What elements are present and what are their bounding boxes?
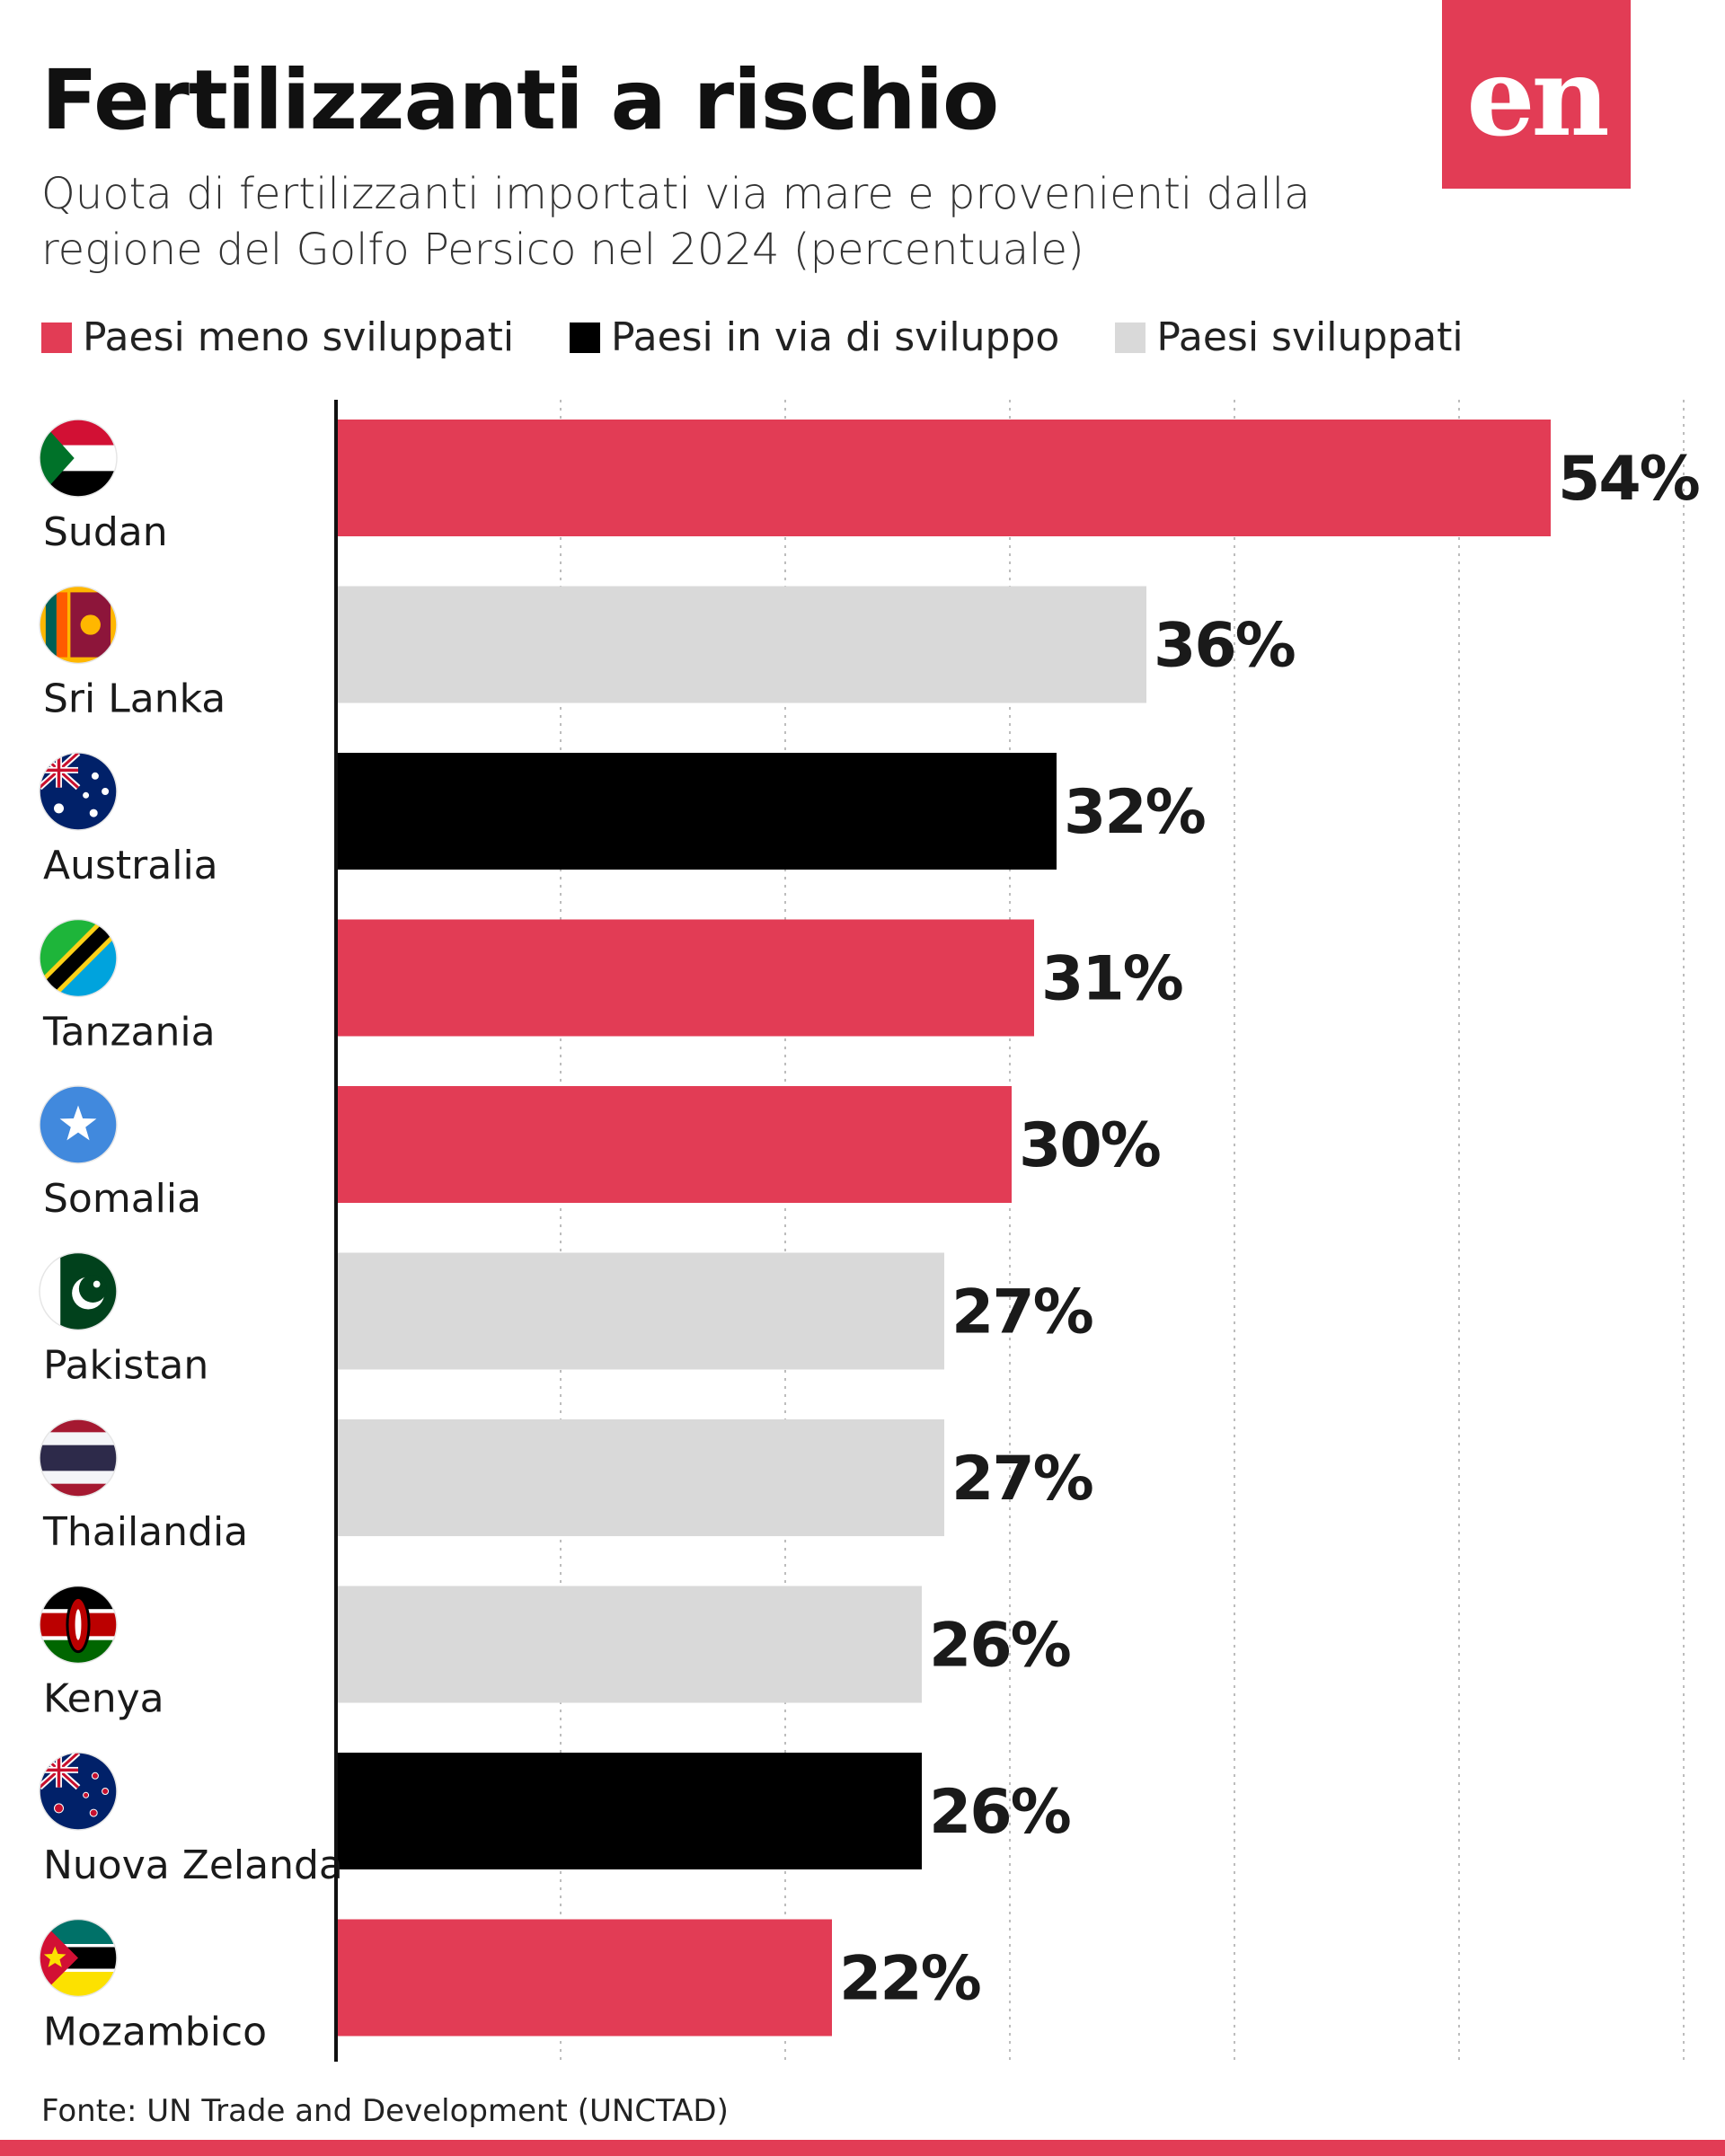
- bar-pakistan: [338, 1252, 944, 1370]
- flag-star: [102, 788, 110, 795]
- bar-nuova-zelanda: [338, 1753, 922, 1869]
- flag-crescent-cut: [78, 1275, 107, 1303]
- bar-sudan: [338, 420, 1551, 536]
- flag-outline: [39, 1752, 118, 1831]
- flag-outline: [39, 1418, 118, 1498]
- category-label: Thailandia: [42, 1509, 248, 1555]
- flag-star: [54, 803, 64, 814]
- flag-star: [59, 1105, 97, 1141]
- flag-star: [83, 791, 90, 799]
- flag-shape: [40, 1445, 117, 1471]
- flag-star: [91, 1772, 99, 1780]
- thailand-flag-icon: [39, 1418, 118, 1498]
- category-label: Pakistan: [43, 1343, 208, 1389]
- flag-body: [40, 1753, 117, 1830]
- flag-body: [40, 1419, 117, 1497]
- category-label: Sudan: [43, 509, 168, 555]
- legend-label-developing: Paesi in via di sviluppo: [611, 314, 1060, 360]
- flag-shield-mark: [75, 1609, 82, 1640]
- flag-shape: [40, 1968, 117, 1972]
- data-label: 26%: [929, 1777, 1070, 1848]
- bar-tanzania: [338, 919, 1034, 1037]
- category-label: Sri Lanka: [43, 676, 226, 722]
- category-label: Kenya: [43, 1676, 164, 1722]
- flag-star: [89, 1808, 98, 1817]
- flag-star: [83, 1791, 90, 1798]
- flag-body: [40, 753, 117, 830]
- bar-australia: [338, 753, 1057, 870]
- flag-shape: [56, 592, 67, 658]
- somalia-flag-icon: [39, 1085, 118, 1164]
- bar-somalia: [338, 1086, 1012, 1203]
- tanzania-flag-icon: [39, 918, 118, 998]
- sudan-flag-icon: [39, 419, 118, 498]
- flag-shape: [40, 768, 78, 773]
- chart-subtitle: Quota di fertilizzanti importati via mar…: [41, 169, 1311, 275]
- flag-shape: [40, 1768, 78, 1772]
- data-label: 54%: [1558, 444, 1699, 515]
- flag-star: [102, 1788, 110, 1795]
- sri-lanka-flag-icon: [39, 585, 118, 665]
- flag-outline: [39, 1585, 118, 1665]
- data-label: 32%: [1064, 777, 1205, 848]
- kenya-flag-icon: [39, 1585, 118, 1665]
- flag-outline: [39, 419, 118, 498]
- data-label: 22%: [839, 1944, 980, 2015]
- flag-outline: [39, 1918, 118, 1998]
- flag-star: [91, 772, 99, 780]
- bar-thailandia: [338, 1419, 944, 1536]
- flag-outline: [39, 1085, 118, 1164]
- flag-star: [54, 1803, 64, 1814]
- flag-stripe: [40, 919, 117, 997]
- legend-item-developed: Paesi sviluppati: [1115, 314, 1464, 360]
- logo-text: en: [1466, 34, 1610, 161]
- legend-swatch-developed: [1115, 322, 1146, 353]
- data-label: 30%: [1019, 1110, 1160, 1181]
- category-label: Nuova Zelanda: [43, 1842, 343, 1888]
- euronews-logo[interactable]: en: [1442, 0, 1631, 189]
- legend-label-least-developed: Paesi meno sviluppati: [83, 314, 515, 360]
- legend-swatch-developing: [570, 322, 601, 353]
- source-note: Fonte: UN Trade and Development (UNCTAD): [41, 2093, 729, 2129]
- category-label: Australia: [43, 843, 218, 888]
- flag-body: [40, 1586, 117, 1664]
- data-label: 27%: [951, 1277, 1092, 1348]
- mozambique-flag-icon: [39, 1918, 118, 1998]
- flag-star: [93, 1280, 101, 1288]
- flag-body: [40, 919, 117, 997]
- flag-star: [43, 1946, 66, 1967]
- category-label: Mozambico: [43, 2010, 267, 2055]
- flag-star: [89, 808, 98, 817]
- flag-outline: [39, 1251, 118, 1331]
- flag-outline: [39, 752, 118, 831]
- legend-item-developing: Paesi in via di sviluppo: [570, 314, 1059, 360]
- legend-item-least-developed: Paesi meno sviluppati: [41, 314, 514, 360]
- flag-shape: [40, 1944, 117, 1948]
- bar-mozambico: [338, 1919, 832, 2037]
- bottom-accent-bar: [0, 2140, 1725, 2156]
- legend-label-developed: Paesi sviluppati: [1156, 314, 1464, 360]
- data-label: 36%: [1154, 611, 1295, 682]
- flag-body: [40, 586, 117, 664]
- flag-lion: [80, 614, 101, 635]
- legend: Paesi meno sviluppati Paesi in via di sv…: [41, 314, 1519, 360]
- flag-body: [40, 1086, 117, 1163]
- australia-flag-icon: [39, 752, 118, 831]
- bar-chart: 54% Sudan 36% Sri Lanka 32% Australia 31% Tanza…: [39, 400, 1701, 2062]
- category-label: Tanzania: [42, 1010, 216, 1056]
- flag-outline: [39, 918, 118, 998]
- flag-outline: [39, 585, 118, 665]
- flag-shape: [40, 420, 75, 497]
- bar-kenya: [338, 1586, 922, 1703]
- bar-sri-lanka: [338, 586, 1146, 703]
- chart-title: Fertilizzanti a rischio: [41, 52, 999, 148]
- category-label: Somalia: [43, 1176, 201, 1222]
- data-label: 27%: [951, 1444, 1092, 1515]
- flag-shape: [45, 592, 57, 658]
- data-label: 26%: [929, 1611, 1070, 1682]
- data-label: 31%: [1041, 944, 1182, 1015]
- pakistan-flag-icon: [39, 1251, 118, 1331]
- new-zealand-flag-icon: [39, 1752, 118, 1831]
- legend-swatch-least-developed: [41, 322, 72, 353]
